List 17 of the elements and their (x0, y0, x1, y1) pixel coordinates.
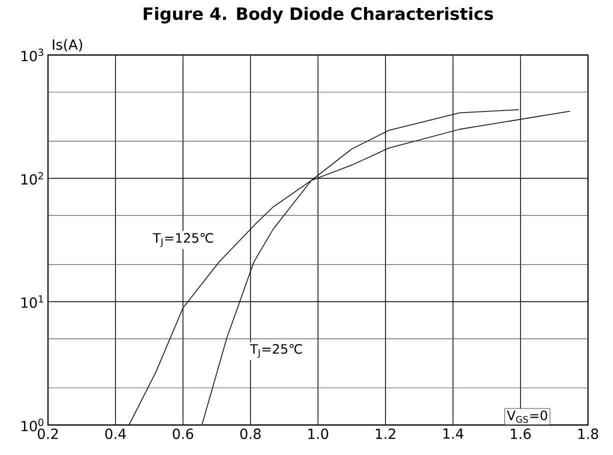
x-tick-label: 0.4 (105, 428, 126, 440)
annotation: T$_{J}$=25℃ (250, 344, 302, 358)
y-axis-title: Is(A) (52, 39, 82, 52)
annotation: V$_{GS}$=0 (506, 410, 548, 423)
x-tick-label: 1.2 (376, 428, 396, 439)
x-tick-label: 1.0 (308, 428, 328, 440)
x-tick-label: 1.6 (510, 428, 531, 440)
x-tick-label: 0.8 (240, 428, 261, 440)
annotation: T$_{J}$=125℃ (152, 233, 214, 247)
chart-title: Figure 4. Body Diode Characteristics (144, 6, 493, 24)
y-tick-label: 10$^{1}$ (22, 295, 44, 308)
x-tick-label: 1.4 (443, 428, 464, 439)
x-tick-label: 0.6 (172, 428, 194, 440)
y-tick-label: 10$^{3}$ (22, 48, 44, 62)
x-tick-label: 1.8 (578, 428, 598, 440)
y-tick-label: 10$^{2}$ (22, 172, 44, 185)
line-series (128, 110, 571, 425)
